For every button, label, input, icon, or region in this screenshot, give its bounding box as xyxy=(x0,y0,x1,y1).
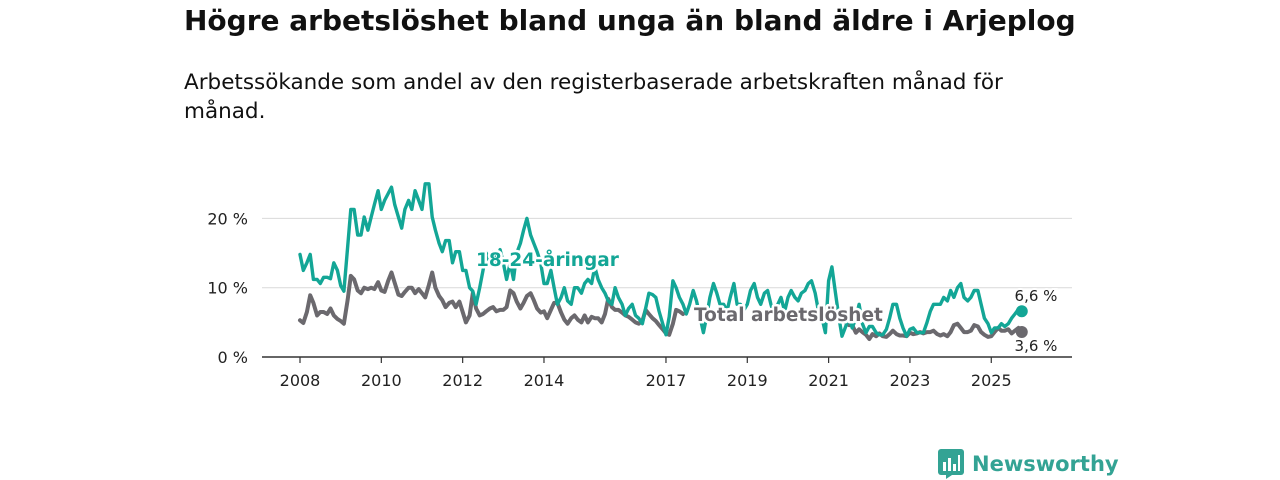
chart-subtitle: Arbetssökande som andel av den registerb… xyxy=(184,70,1003,124)
end-marker-total xyxy=(1015,326,1028,339)
newsworthy-logo-icon xyxy=(938,449,964,479)
brand-name: Newsworthy xyxy=(972,452,1119,476)
series-label-total-halo: Total arbetslöshet xyxy=(694,305,883,326)
x-tick-label: 2017 xyxy=(646,371,687,390)
y-tick-label: 20 % xyxy=(207,209,248,228)
end-value-total-halo: 3,6 % xyxy=(1015,337,1058,355)
brand-logo[interactable]: Newsworthy xyxy=(938,449,1119,479)
y-tick-label: 0 % xyxy=(218,348,248,367)
end-value-youth-halo: 6,6 % xyxy=(1015,287,1058,305)
series-label-youth: 18-24-åringar xyxy=(476,249,620,271)
series-line-youth xyxy=(298,182,1024,338)
x-tick-label: 2010 xyxy=(361,371,402,390)
line-chart: 0 % 10 % 20 % 2008 2010 2012 2014 2017 2019 2021 2… xyxy=(207,182,1072,390)
series-line-total xyxy=(298,270,685,337)
x-tick-label: 2025 xyxy=(971,371,1012,390)
series-label-youth-halo: 18-24-åringar xyxy=(476,249,620,271)
chart-title: Högre arbetslöshet bland unga än bland ä… xyxy=(184,4,1076,37)
end-value-youth: 6,6 % xyxy=(1015,287,1058,305)
x-tick-label: 2019 xyxy=(727,371,768,390)
x-tick-label: 2023 xyxy=(890,371,931,390)
x-tick-label: 2014 xyxy=(524,371,565,390)
series-label-total: Total arbetslöshet xyxy=(694,305,883,326)
x-tick-label: 2012 xyxy=(442,371,483,390)
series-line-total-end xyxy=(843,320,1024,341)
end-marker-youth xyxy=(1015,305,1028,318)
y-tick-label: 10 % xyxy=(207,279,248,298)
x-tick-label: 2008 xyxy=(280,371,321,390)
end-value-total: 3,6 % xyxy=(1015,337,1058,355)
x-tick-label: 2021 xyxy=(808,371,849,390)
